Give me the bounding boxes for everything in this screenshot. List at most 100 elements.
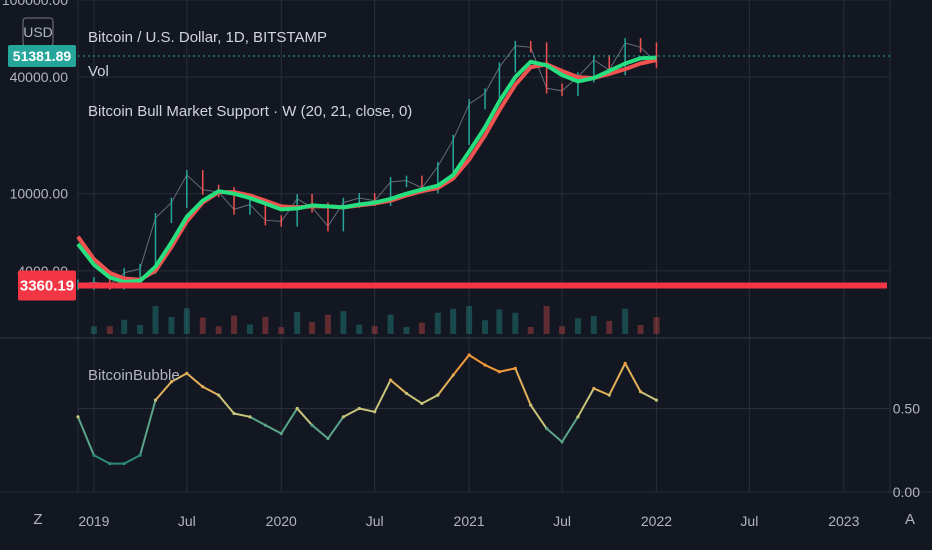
bubble-point xyxy=(560,440,564,444)
volume-bar xyxy=(387,314,394,334)
zoom-reset-button[interactable]: Z xyxy=(33,511,42,528)
bubble-point xyxy=(279,431,283,436)
bubble-point xyxy=(185,371,189,375)
volume-bar xyxy=(622,308,629,334)
volume-bar xyxy=(309,321,316,334)
sub-indicator-legend[interactable]: BitcoinBubble xyxy=(88,367,180,384)
time-axis[interactable]: 2019 Jul 2020 Jul 2021 Jul 2022 Jul 2023 xyxy=(78,513,859,529)
bubble-segment xyxy=(592,387,611,397)
bubble-point xyxy=(483,363,487,367)
bubble-segment xyxy=(326,415,345,440)
bubble-point xyxy=(451,373,455,377)
bubble-point xyxy=(201,385,205,389)
bubble-point xyxy=(529,403,533,407)
currency-label: USD xyxy=(23,24,53,40)
price-tick-label: 10000.00 xyxy=(10,186,69,202)
bubble-segment xyxy=(468,354,487,367)
volume-bar xyxy=(590,315,597,334)
bubble-segment xyxy=(296,407,314,427)
bubble-point xyxy=(248,415,252,419)
bubble-tick-label: 0.50 xyxy=(893,400,920,416)
volume-bar xyxy=(215,326,222,334)
bubble-point xyxy=(623,361,627,365)
bubble-segment xyxy=(639,390,658,402)
bubble-point xyxy=(76,415,80,419)
volume-bar xyxy=(152,306,159,334)
bubble-point xyxy=(138,453,142,457)
volume-bar xyxy=(371,326,378,334)
bubble-point xyxy=(232,411,236,416)
bubble-segment xyxy=(233,412,251,418)
indicator-legend[interactable]: Bitcoin Bull Market Support · W (20, 21,… xyxy=(88,103,412,120)
bubble-segment xyxy=(92,454,111,465)
bubble-segment xyxy=(264,424,283,435)
price-tick-label: 40000.00 xyxy=(10,69,69,85)
bubble-segment xyxy=(576,387,595,418)
bubble-point xyxy=(217,393,221,397)
bubble-segment xyxy=(123,454,142,465)
time-tick-label: Jul xyxy=(553,513,571,529)
time-tick-label: Jul xyxy=(366,513,384,529)
volume-bar xyxy=(324,314,331,334)
volume-bar xyxy=(262,316,269,334)
bubble-point xyxy=(638,390,643,394)
volume-bar xyxy=(653,317,660,334)
price-line xyxy=(77,42,657,286)
volume-bar xyxy=(231,315,238,334)
bubble-point xyxy=(373,410,377,414)
volume-bar xyxy=(121,319,128,334)
bubble-point xyxy=(108,462,112,466)
bubble-point xyxy=(592,386,596,391)
volume-bar xyxy=(199,317,206,334)
bubble-segment xyxy=(170,372,188,383)
auto-scale-button[interactable]: A xyxy=(905,511,915,528)
time-tick-label: Jul xyxy=(178,513,196,529)
bubble-segment xyxy=(561,415,579,443)
marker-price-value: 3360.19 xyxy=(20,277,74,294)
bull-market-sma-line xyxy=(76,55,657,285)
bubble-point xyxy=(576,415,580,419)
bubble-point xyxy=(654,398,659,402)
volume-bar xyxy=(403,326,410,334)
bubble-segment xyxy=(342,407,361,418)
price-tick-label: 100000.00 xyxy=(2,0,68,8)
bubble-point xyxy=(341,415,345,419)
bubble-axis[interactable]: 0.50 0.00 xyxy=(893,400,920,500)
bubble-point xyxy=(513,366,517,370)
volume-bar xyxy=(90,326,97,334)
bubble-point xyxy=(122,462,126,466)
bubble-segment xyxy=(608,362,627,397)
bubble-point xyxy=(404,391,409,396)
currency-badge[interactable]: USD xyxy=(22,17,54,47)
volume-histogram xyxy=(90,306,660,334)
bubble-point xyxy=(153,398,158,402)
volume-legend[interactable]: Vol xyxy=(88,63,109,80)
volume-bar xyxy=(450,308,457,334)
time-tick-label: 2019 xyxy=(78,513,109,529)
volume-bar xyxy=(482,320,489,334)
time-tick-label: Jul xyxy=(740,513,758,529)
symbol-title[interactable]: Bitcoin / U.S. Dollar, 1D, BITSTAMP xyxy=(88,29,327,46)
volume-bar xyxy=(246,324,253,334)
bubble-segment xyxy=(405,392,423,405)
bubble-segment xyxy=(139,399,157,457)
bubble-segment xyxy=(311,424,329,440)
bubble-point xyxy=(388,378,393,382)
bubble-point xyxy=(357,406,361,411)
bubble-segment xyxy=(373,379,392,413)
time-tick-label: 2020 xyxy=(266,513,297,529)
bubble-point xyxy=(169,380,174,384)
bubble-segment xyxy=(484,364,501,373)
volume-bar xyxy=(137,324,144,334)
volume-bar xyxy=(294,312,301,334)
marker-price-badge: 3360.19 xyxy=(18,270,76,301)
current-price-value: 51381.89 xyxy=(13,48,72,64)
bubble-segment xyxy=(498,367,517,373)
bubble-segment xyxy=(154,380,173,402)
bubble-point xyxy=(545,426,549,431)
bubble-segment xyxy=(436,374,455,397)
volume-bar xyxy=(434,312,441,334)
bubble-point xyxy=(310,423,314,427)
